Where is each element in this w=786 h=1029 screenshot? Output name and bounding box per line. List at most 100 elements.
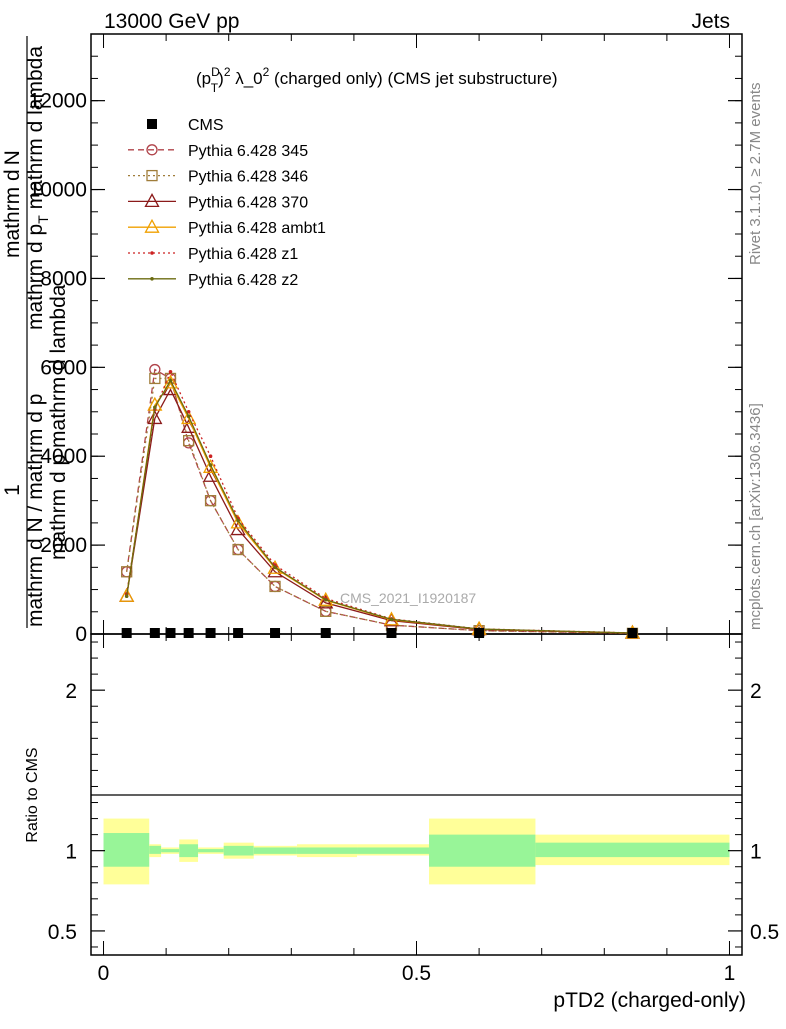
- ratio-band-green-1: [149, 845, 162, 854]
- x-axis-label: pTD2 (charged-only): [553, 989, 746, 1012]
- ratio-band-green-3: [179, 844, 199, 858]
- series-point-1: [121, 566, 133, 578]
- main-ytick-label: 4000: [40, 445, 87, 468]
- series-point-2: [230, 521, 246, 536]
- category-label: Jets: [691, 10, 730, 33]
- series-point-0: [149, 363, 161, 376]
- ratio-band-green-9: [429, 834, 536, 867]
- legend-marker: [150, 277, 154, 281]
- ylabel-one: 1: [1, 484, 24, 496]
- series-point-5: [208, 463, 213, 467]
- ratio-band-green-8: [357, 847, 430, 854]
- main-ytick-label: 6000: [40, 356, 87, 379]
- main-ylabel: 1 mathrm d N / mathrm d p mathrm dN math…: [1, 36, 70, 628]
- mcplots-source-label: mcplots.cern.ch [arXiv:1306.3436]: [747, 403, 764, 630]
- cms-point: [233, 628, 244, 638]
- main-ytick-label: 2000: [40, 534, 87, 557]
- legend-label: Pythia 6.428 ambt1: [188, 220, 326, 237]
- main-ytick-label: 12000: [29, 90, 87, 113]
- legend-marker: [147, 119, 157, 129]
- series-point-3: [162, 374, 179, 389]
- cms-point: [320, 628, 331, 638]
- ratio-band-green-2: [161, 849, 180, 853]
- series-point-2: [147, 410, 163, 425]
- main-ytick-label: 0: [75, 623, 87, 646]
- ratio-xtick-label: 0.5: [402, 962, 431, 985]
- legend-label: CMS: [188, 117, 224, 134]
- energy-label: 13000 GeV pp: [104, 10, 239, 33]
- series-line-2: [126, 388, 633, 634]
- ratio-band-green-6: [253, 847, 297, 854]
- series-point-0: [182, 437, 195, 449]
- series-point-3: [318, 591, 334, 606]
- legend-marker: [150, 251, 154, 255]
- ratio-ytick-label-right: 2: [750, 680, 762, 703]
- plot-title: (pD T)2 λ_02 (charged only) (CMS jet subs…: [196, 65, 557, 95]
- ratio-axis-ticks: 0.5 0.5 1 1 2 2 0 0.5 1: [48, 634, 779, 985]
- ratio-band-green-5: [223, 845, 254, 856]
- series-point-0: [269, 580, 281, 593]
- legend-marker: [146, 144, 158, 156]
- series-point-4: [208, 454, 213, 459]
- series-point-3: [230, 514, 246, 529]
- series-point-2: [318, 594, 334, 609]
- cms-point: [165, 628, 176, 638]
- cms-point: [149, 628, 160, 638]
- series-point-5: [389, 617, 394, 622]
- series-point-1: [232, 543, 244, 556]
- cms-point: [183, 628, 194, 638]
- series-point-5: [236, 518, 240, 523]
- analysis-watermark: CMS_2021_I1920187: [340, 590, 476, 606]
- legend-label: Pythia 6.428 z2: [188, 272, 298, 289]
- cms-point: [205, 628, 216, 638]
- cms-point: [627, 628, 638, 638]
- ratio-band-green-0: [103, 833, 150, 867]
- series-point-5: [273, 565, 277, 570]
- series-point-5: [153, 405, 157, 410]
- ratio-band-green-4: [198, 849, 224, 853]
- legend-label: Pythia 6.428 346: [188, 169, 308, 186]
- series-point-4: [168, 369, 173, 374]
- ylabel-fraction-numerator: mathrm dN: [1, 150, 24, 258]
- series-point-5: [186, 414, 191, 419]
- main-ytick-label: 10000: [29, 179, 87, 202]
- series-point-3: [119, 587, 135, 602]
- ratio-ytick-label-left: 2: [65, 680, 77, 703]
- legend-marker: [144, 218, 160, 233]
- ratio-ytick-label-left: 0.5: [48, 921, 77, 944]
- legend-label: Pythia 6.428 370: [188, 194, 308, 211]
- legend-label: Pythia 6.428 345: [188, 143, 308, 160]
- ylabel-line2: mathrm d p mathrm d lambda: [47, 284, 70, 560]
- ratio-band-green-10: [535, 842, 730, 858]
- legend-label: Pythia 6.428 z1: [188, 246, 298, 263]
- cms-point: [474, 628, 485, 638]
- main-ytick-label: 8000: [40, 267, 87, 290]
- series-point-4: [186, 409, 191, 414]
- cms-point: [386, 628, 397, 638]
- legend: CMS Pythia 6.428 345 Pythia 6.428 346 Pythi…: [128, 117, 326, 289]
- series-point-5: [323, 597, 328, 602]
- series-point-1: [269, 580, 281, 593]
- series-point-3: [181, 410, 197, 425]
- series-point-3: [267, 559, 283, 574]
- cms-point: [270, 628, 281, 638]
- rivet-version-label: Rivet 3.1.10, ≥ 2.7M events: [747, 83, 764, 266]
- ratio-xtick-label: 1: [724, 962, 736, 985]
- main-axis-ticks: 0 2000 4000 6000 8000 10000 12000: [29, 33, 742, 646]
- ratio-ytick-label-left: 1: [65, 841, 77, 864]
- ratio-ytick-label-right: 1: [750, 841, 762, 864]
- series-lines: [119, 363, 641, 639]
- legend-marker: [146, 169, 158, 182]
- cms-point: [121, 628, 132, 638]
- series-point-1: [204, 495, 217, 507]
- ratio-band-green-7: [296, 847, 358, 854]
- series-point-3: [202, 458, 219, 473]
- legend-marker: [144, 193, 160, 208]
- series-point-1: [320, 605, 332, 617]
- series-point-1: [182, 435, 195, 447]
- ratio-uncertainty-bands: [103, 818, 730, 885]
- series-point-1: [149, 372, 161, 385]
- ylabel-denominator: mathrm d N / mathrm d p: [24, 394, 47, 627]
- ratio-ylabel: Ratio to CMS: [24, 747, 41, 842]
